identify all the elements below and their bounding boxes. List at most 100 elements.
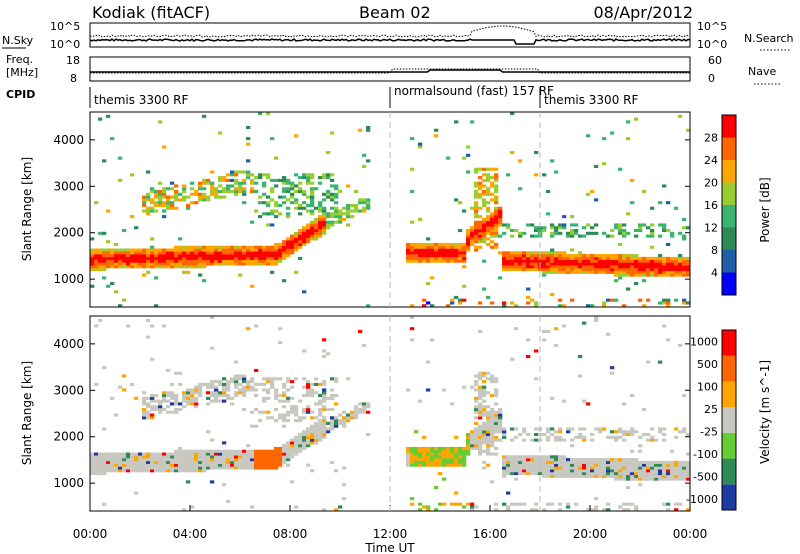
velocity-cell (326, 427, 331, 431)
power-cell (206, 254, 211, 258)
velocity-cell (482, 380, 487, 384)
velocity-cell (466, 446, 471, 451)
velocity-cell (246, 388, 251, 392)
velocity-cell (586, 472, 591, 476)
power-cell (678, 256, 683, 260)
power-cell (422, 251, 427, 255)
velocity-cell (362, 405, 367, 409)
power-cell (274, 256, 279, 260)
power-cell (90, 268, 95, 272)
power-cell (250, 220, 255, 224)
velocity-cell (630, 466, 635, 470)
velocity-cell (254, 463, 259, 467)
power-cell (250, 251, 255, 255)
velocity-cell (438, 463, 443, 467)
velocity-cell (602, 472, 607, 476)
power-cell (594, 231, 599, 235)
power-cell (226, 248, 231, 252)
power-cell (494, 234, 499, 238)
power-cell (154, 259, 159, 263)
power-cell (306, 203, 311, 208)
velocity-cell (254, 466, 259, 470)
velocity-cell (654, 466, 659, 470)
power-cell (406, 248, 411, 252)
power-cell (310, 229, 315, 233)
velocity-cell (662, 463, 667, 467)
power-cell (290, 201, 295, 205)
velocity-colorbar-swatch (722, 484, 736, 510)
velocity-cell (610, 469, 615, 473)
velocity-cell (274, 396, 279, 400)
power-cell (286, 240, 291, 244)
power-cell (410, 137, 415, 141)
velocity-cell (606, 332, 611, 336)
velocity-cell (174, 449, 179, 453)
velocity-cell (186, 466, 191, 470)
velocity-cell (130, 469, 135, 473)
velocity-cell (222, 385, 227, 389)
power-cell (622, 256, 627, 260)
velocity-cell (638, 483, 643, 487)
power-cell (578, 270, 583, 274)
velocity-cell (426, 463, 431, 467)
velocity-cell (182, 396, 187, 400)
power-cell (258, 245, 263, 249)
velocity-cell (606, 469, 611, 473)
power-cell (650, 256, 655, 260)
velocity-cell (226, 449, 231, 453)
power-cell (630, 268, 635, 272)
power-cell (462, 265, 467, 269)
power-cell (686, 265, 691, 269)
power-cell (482, 198, 487, 202)
power-cell (322, 173, 327, 177)
power-cell (574, 229, 579, 233)
velocity-cell (666, 463, 671, 467)
power-cell (218, 176, 223, 180)
velocity-cell (442, 446, 447, 451)
power-cell (338, 215, 343, 219)
power-cell (626, 231, 631, 235)
power-cell (194, 248, 199, 252)
power-cell (166, 206, 171, 210)
power-cell (286, 178, 291, 182)
velocity-cell (258, 419, 263, 423)
velocity-cell (94, 458, 99, 462)
velocity-cell (490, 416, 495, 420)
power-colorbar-swatch (722, 205, 736, 228)
power-cell (110, 262, 115, 266)
velocity-cell (602, 427, 607, 431)
power-cell (574, 254, 579, 258)
velocity-cell (142, 402, 147, 406)
velocity-cell (142, 399, 147, 403)
power-cell (562, 251, 567, 255)
velocity-cell (162, 452, 167, 456)
power-cell (166, 259, 171, 263)
power-cell (642, 268, 647, 272)
velocity-cell (306, 407, 311, 412)
power-cell (410, 248, 415, 252)
velocity-cell (598, 458, 603, 462)
power-cell (202, 256, 207, 260)
velocity-cell (678, 472, 683, 476)
velocity-cell (178, 469, 183, 473)
power-cell (146, 206, 151, 210)
power-cell (438, 242, 443, 247)
power-cell (294, 240, 299, 244)
power-cell (274, 178, 279, 182)
velocity-cell (618, 430, 623, 434)
velocity-cell (622, 474, 627, 478)
power-cell (650, 259, 655, 263)
velocity-cell (154, 458, 159, 462)
velocity-cell (666, 460, 671, 464)
power-cell (630, 259, 635, 263)
velocity-cell (626, 485, 631, 490)
velocity-cell (642, 474, 647, 478)
velocity-cell (294, 449, 299, 453)
velocity-cell (286, 452, 291, 456)
power-cell (514, 229, 519, 233)
xtick-label: 20:00 (573, 527, 608, 541)
power-cell (150, 256, 155, 260)
power-cell (682, 226, 687, 230)
velocity-cell (478, 446, 483, 451)
power-cell (270, 178, 275, 182)
